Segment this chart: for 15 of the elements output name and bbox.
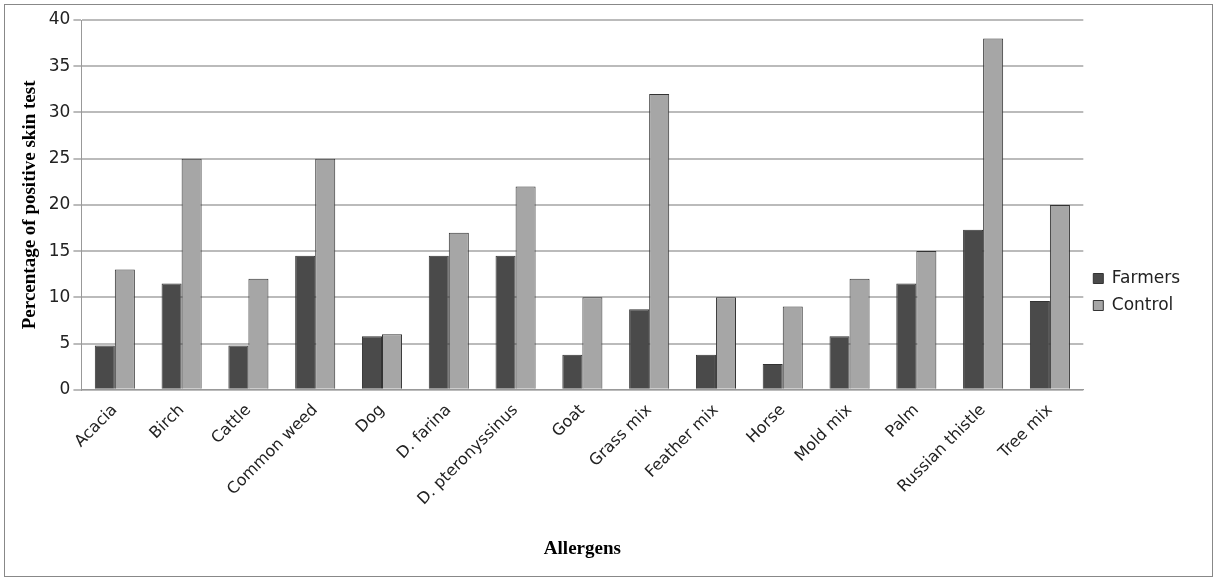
x-tick-label: Tree mix [993,399,1056,463]
x-tick-label: Dog [351,399,388,437]
legend-label: Control [1111,293,1174,314]
y-tick-label: 30 [48,100,71,121]
y-tick-label: 10 [48,285,71,306]
y-axis-title: Percentage of positive skin test [18,79,40,330]
x-axis-title: Allergens [543,536,621,558]
y-tick-label: 15 [48,239,71,260]
y-tick-label: 20 [48,193,71,214]
y-tick-label: 40 [48,8,71,29]
legend-label: Farmers [1111,266,1181,287]
y-tick-label: 5 [59,331,71,352]
y-tick-label: 35 [48,54,71,75]
y-tick-label: 25 [48,147,71,168]
y-tick-label: 0 [59,378,71,399]
